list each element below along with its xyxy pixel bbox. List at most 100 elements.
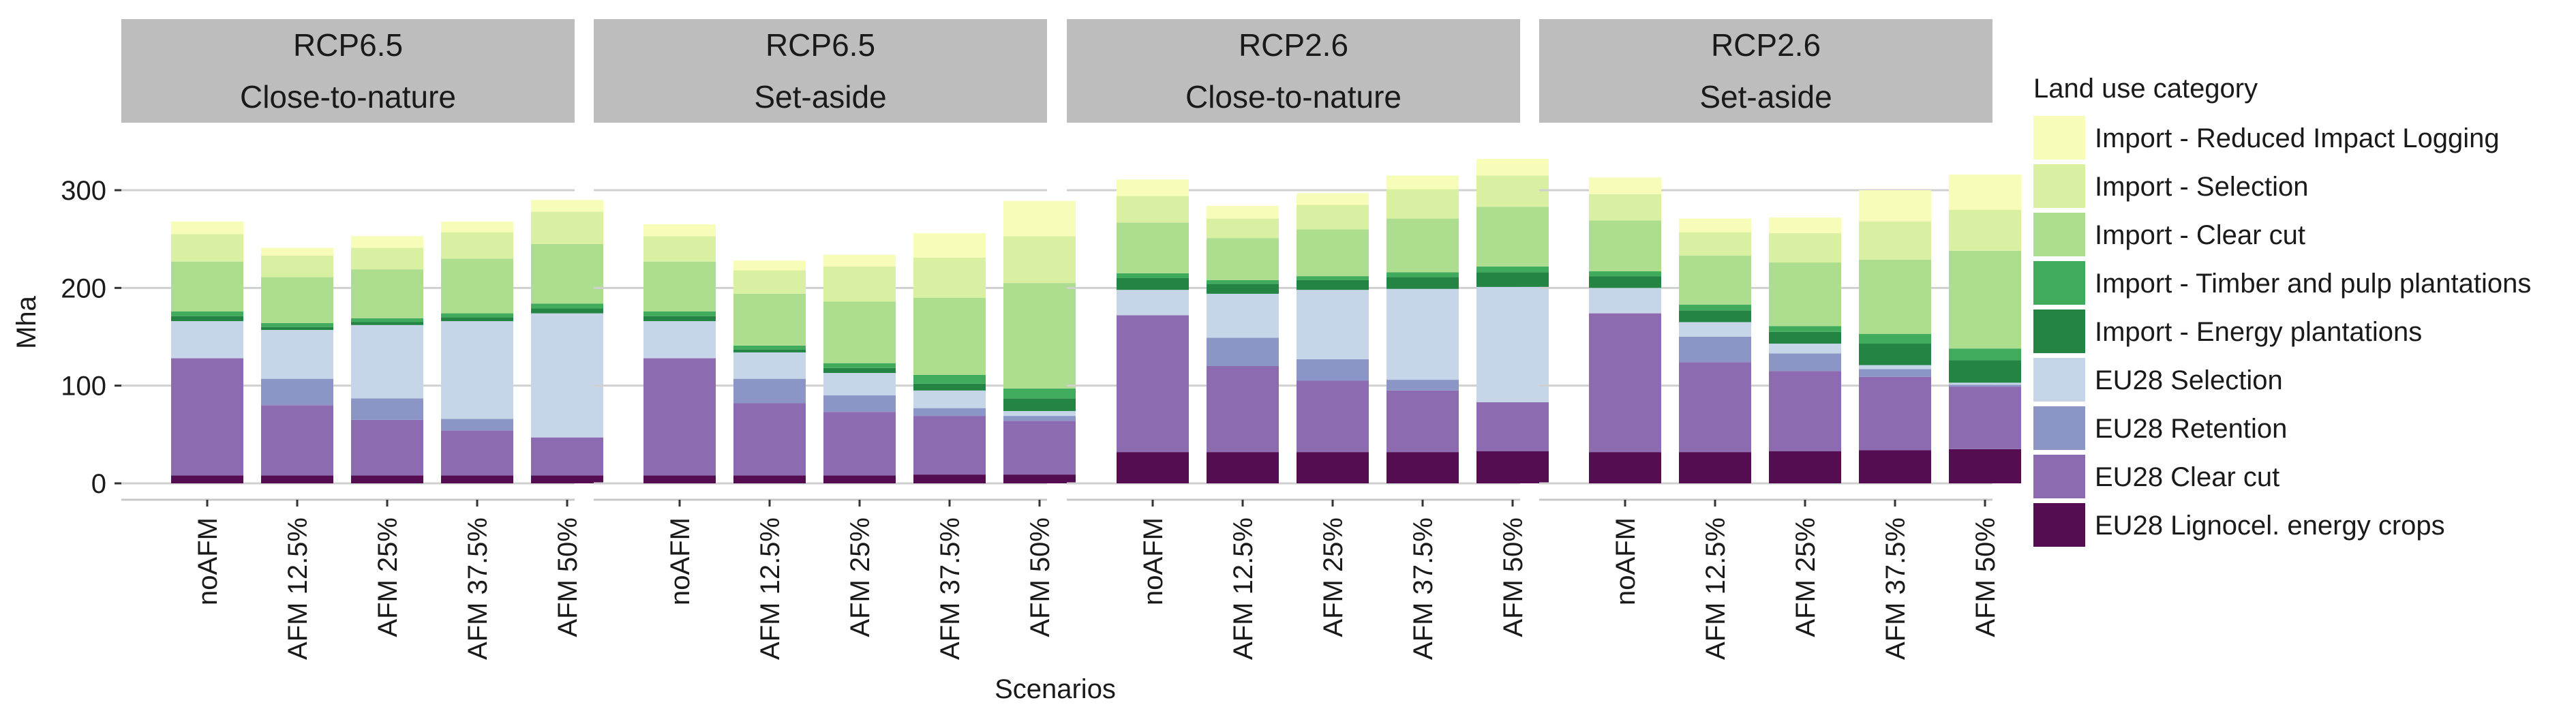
legend-label: Import - Timber and pulp plantations: [2095, 269, 2531, 299]
bar-segment: [1589, 271, 1661, 277]
bar-segment: [1003, 416, 1076, 421]
bar-segment: [1476, 159, 1549, 176]
legend-title: Land use category: [2033, 74, 2258, 104]
bar-segment: [1297, 276, 1369, 280]
bar-segment: [643, 261, 716, 312]
bar-segment: [1769, 451, 1841, 483]
bar-segment: [1207, 284, 1279, 294]
x-tick-label: AFM 37.5%: [463, 517, 493, 660]
facet-strip-title-line2: Set-aside: [754, 79, 886, 115]
bar-segment: [1859, 190, 1931, 222]
bar-segment: [1387, 175, 1459, 190]
legend-label: Import - Reduced Impact Logging: [2095, 123, 2500, 153]
bar-segment: [171, 261, 243, 312]
bar-segment: [1207, 452, 1279, 483]
bar-segment: [1297, 290, 1369, 359]
bar-segment: [823, 475, 896, 483]
bar-segment: [261, 329, 333, 379]
bar-segment: [1949, 209, 2021, 251]
legend-key: [2033, 406, 2085, 450]
bar-segment: [1387, 390, 1459, 453]
bar-segment: [1769, 262, 1841, 327]
bar-segment: [1949, 384, 2021, 387]
bar-segment: [733, 270, 806, 294]
bar-segment: [1003, 421, 1076, 475]
bar-segment: [1003, 388, 1076, 399]
bar-segment: [1297, 205, 1369, 230]
bar-segment: [1679, 322, 1751, 337]
bar-segment: [1117, 315, 1189, 453]
x-tick-label: AFM 12.5%: [755, 517, 785, 660]
bar-segment: [351, 419, 423, 476]
bar-segment: [1117, 290, 1189, 316]
x-axis-title: Scenarios: [995, 674, 1116, 704]
bar-segment: [913, 374, 986, 384]
bar-segment: [1207, 205, 1279, 219]
bar-segment: [733, 475, 806, 483]
bar-segment: [1949, 250, 2021, 349]
legend-item: EU28 Retention: [2033, 406, 2287, 450]
bar-segment: [1387, 218, 1459, 273]
bar-segment: [1297, 359, 1369, 381]
bar-segment: [441, 430, 513, 476]
bar-segment: [1769, 353, 1841, 372]
x-tick-label: noAFM: [1611, 517, 1641, 605]
bar-segment: [1859, 376, 1931, 451]
x-tick-label: AFM 12.5%: [283, 517, 313, 660]
bar-segment: [1476, 272, 1549, 287]
legend-key: [2033, 503, 2085, 547]
legend-label: Import - Clear cut: [2095, 220, 2305, 250]
facet-strip: [594, 19, 1047, 123]
bar-segment: [823, 363, 896, 368]
bar-segment: [351, 475, 423, 483]
bar-segment: [823, 367, 896, 374]
bar-segment: [531, 475, 603, 483]
bar-segment: [1769, 344, 1841, 354]
bar-segment: [441, 321, 513, 419]
facet-strip-title-line1: RCP2.6: [1711, 27, 1821, 63]
bar-segment: [1949, 382, 2021, 385]
legend-label: EU28 Selection: [2095, 365, 2283, 395]
legend-key: [2033, 116, 2085, 160]
bar-segment: [1207, 280, 1279, 284]
bar-segment: [1859, 259, 1931, 334]
bar-segment: [441, 221, 513, 232]
bar-segment: [1679, 452, 1751, 483]
bar-segment: [733, 378, 806, 404]
bar-segment: [1117, 179, 1189, 196]
bar-segment: [913, 297, 986, 375]
x-tick-label: AFM 50%: [1025, 517, 1055, 637]
bar-segment: [1207, 293, 1279, 338]
bar-segment: [1589, 194, 1661, 221]
bar-segment: [441, 232, 513, 259]
legend-label: EU28 Lignocel. energy crops: [2095, 511, 2445, 541]
bar-segment: [1207, 337, 1279, 366]
x-tick-label: AFM 12.5%: [1228, 517, 1258, 660]
bar-segment: [1476, 286, 1549, 403]
legend-label: Import - Energy plantations: [2095, 317, 2422, 347]
bar-segment: [1949, 387, 2021, 449]
legend: Land use category Import - Reduced Impac…: [2033, 74, 2531, 547]
bar-segment: [261, 378, 333, 406]
bar-segment: [171, 234, 243, 262]
facet-strip: [1067, 19, 1520, 123]
facet-strip-title-line2: Close-to-nature: [1185, 79, 1401, 115]
bar-segment: [1589, 276, 1661, 288]
bar-segment: [1589, 452, 1661, 483]
bar-segment: [823, 395, 896, 412]
bar-segment: [913, 474, 986, 483]
bar-segment: [351, 398, 423, 420]
bar-segment: [1476, 207, 1549, 267]
legend-label: EU28 Retention: [2095, 414, 2287, 444]
legend-item: Import - Clear cut: [2033, 213, 2305, 256]
bar-segment: [733, 349, 806, 352]
bar-segment: [1003, 398, 1076, 411]
y-tick-label: 300: [61, 176, 106, 206]
bar-segment: [171, 475, 243, 483]
bar-segment: [1949, 449, 2021, 483]
facet-strip-title-line2: Close-to-nature: [240, 79, 456, 115]
bar-segment: [1003, 474, 1076, 483]
bar-segment: [1387, 272, 1459, 277]
bar-segment: [1117, 196, 1189, 223]
bar-segment: [261, 322, 333, 327]
